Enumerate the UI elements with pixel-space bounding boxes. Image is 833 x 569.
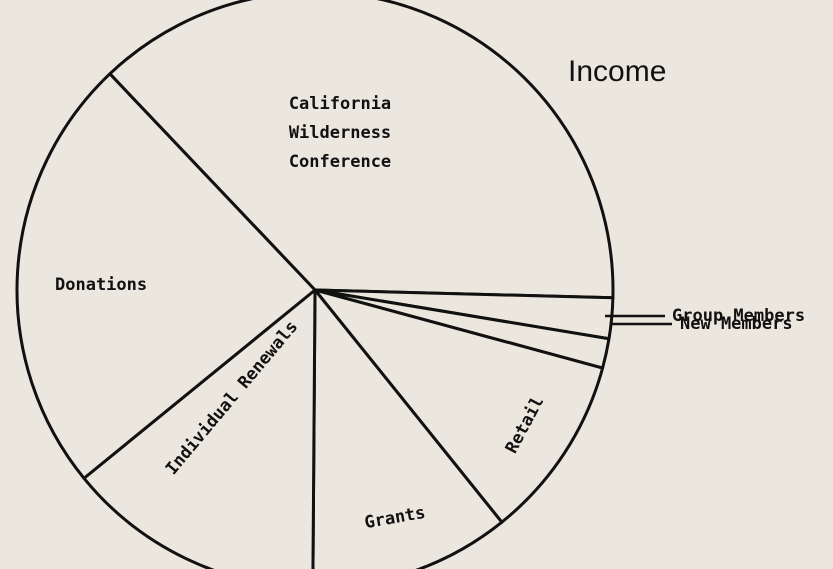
pie-slice — [15, 72, 317, 480]
slice-label: California Wilderness Conference — [288, 94, 392, 172]
pie-slice — [108, 0, 615, 300]
slice-label: Group Members — [672, 306, 805, 326]
pie-slice — [311, 288, 504, 569]
slice-label: New Members — [680, 314, 793, 334]
chart-title: Income — [568, 55, 666, 88]
pie-slice — [82, 288, 317, 569]
pie-slice — [313, 288, 605, 524]
slice-label: Donations — [55, 275, 147, 295]
